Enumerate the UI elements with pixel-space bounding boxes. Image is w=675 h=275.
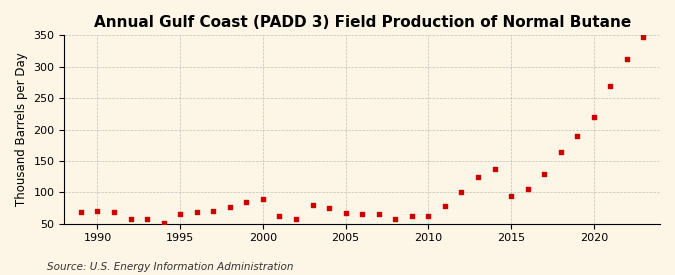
Point — [357, 212, 368, 216]
Point — [589, 115, 599, 119]
Point — [406, 213, 417, 218]
Point — [109, 210, 119, 215]
Point — [142, 216, 153, 221]
Point — [274, 214, 285, 218]
Point — [92, 209, 103, 213]
Point — [489, 166, 500, 171]
Point — [208, 209, 219, 213]
Point — [241, 200, 252, 204]
Point — [373, 212, 384, 216]
Point — [324, 206, 335, 210]
Point — [472, 174, 483, 179]
Point — [158, 220, 169, 225]
Point — [622, 57, 632, 61]
Point — [556, 149, 566, 154]
Point — [225, 205, 236, 209]
Point — [307, 203, 318, 207]
Point — [390, 217, 401, 222]
Point — [340, 211, 351, 215]
Point — [572, 134, 583, 138]
Point — [191, 210, 202, 215]
Point — [456, 190, 467, 195]
Point — [506, 193, 516, 198]
Point — [522, 186, 533, 191]
Point — [439, 204, 450, 208]
Y-axis label: Thousand Barrels per Day: Thousand Barrels per Day — [15, 53, 28, 207]
Point — [258, 196, 269, 201]
Title: Annual Gulf Coast (PADD 3) Field Production of Normal Butane: Annual Gulf Coast (PADD 3) Field Product… — [94, 15, 631, 30]
Point — [605, 83, 616, 88]
Point — [175, 212, 186, 216]
Point — [125, 216, 136, 221]
Point — [423, 214, 434, 218]
Text: Source: U.S. Energy Information Administration: Source: U.S. Energy Information Administ… — [47, 262, 294, 271]
Point — [291, 216, 302, 221]
Point — [638, 34, 649, 39]
Point — [539, 171, 549, 176]
Point — [76, 210, 86, 214]
